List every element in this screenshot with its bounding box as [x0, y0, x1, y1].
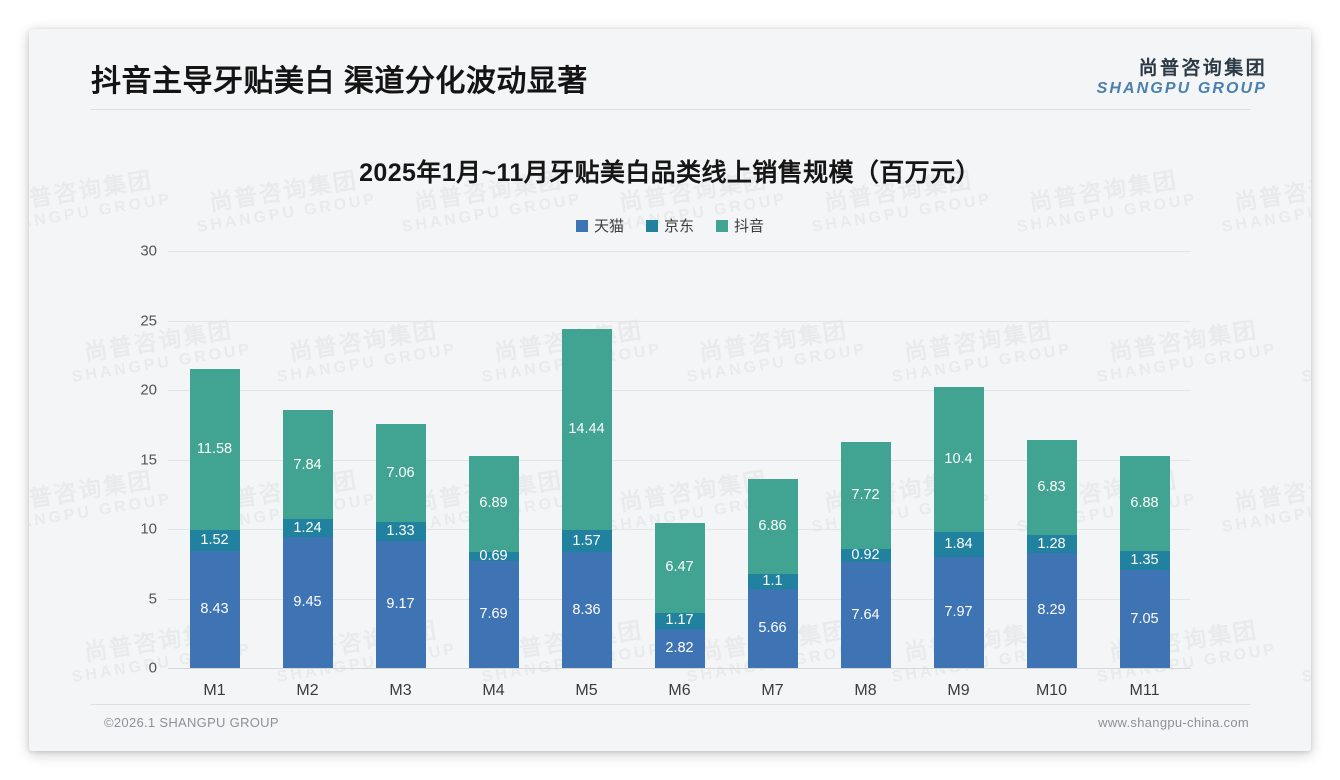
gridline [168, 251, 1191, 252]
bar-segment-京东[interactable]: 1.33 [375, 522, 426, 541]
bar-segment-抖音[interactable]: 14.44 [561, 329, 612, 530]
slide-card: 尚普咨询集团 SHANGPU GROUP 尚普咨询集团 SHANGPU GROUP 尚普… [29, 29, 1311, 751]
legend-item-抖音[interactable]: 抖音 [716, 215, 764, 236]
legend-item-天猫[interactable]: 天猫 [575, 215, 624, 236]
logo-english-text: SHANGPU GROUP [1096, 79, 1267, 97]
bar-segment-天猫[interactable]: 9.45 [282, 536, 333, 668]
x-axis-label: M5 [575, 682, 598, 699]
bar-segment-京东[interactable]: 1.57 [561, 529, 612, 552]
x-axis-label: M7 [761, 682, 784, 699]
footer-divider [91, 704, 1251, 705]
x-axis-label: M1 [203, 682, 226, 699]
bar-group[interactable]: 7.84 1.24 9.45 [282, 251, 333, 668]
bar-segment-京东[interactable]: 1.28 [1026, 535, 1077, 553]
bar-segment-天猫[interactable]: 8.29 [1026, 552, 1077, 668]
y-axis-tick-label: 0 [148, 659, 157, 677]
bar-group[interactable]: 7.72 0.92 7.64 [840, 251, 891, 668]
legend-swatch-icon [575, 219, 588, 232]
slide-header: 抖音主导牙贴美白 渠道分化波动显著 尚普咨询集团 SHANGPU GROUP [29, 29, 1311, 110]
bar-segment-天猫[interactable]: 9.17 [375, 540, 426, 668]
bar-group[interactable]: 14.44 1.57 8.36 [561, 251, 612, 668]
bar-segment-京东[interactable]: 1.52 [189, 529, 240, 551]
x-axis-labels: M1 M2 M3 M4 M5 M6 M7 M8 M9 M10 M11 [168, 668, 1191, 700]
x-axis-label: M8 [854, 682, 877, 699]
gridline [168, 320, 1191, 322]
x-axis-label: M3 [389, 682, 412, 699]
bar-segment-抖音[interactable]: 7.84 [282, 410, 333, 520]
x-axis-label: M6 [668, 682, 691, 699]
x-axis-label: M2 [296, 682, 319, 699]
x-axis-label: M4 [482, 682, 505, 699]
chart-title: 2025年1月~11月牙贴美白品类线上销售规模（百万元） [359, 159, 981, 187]
bar-segment-京东[interactable]: 1.17 [654, 612, 705, 629]
y-axis-tick-label: 15 [140, 451, 157, 468]
bar-group[interactable]: 6.89 0.69 7.69 [468, 251, 519, 668]
legend-swatch-icon [716, 219, 728, 232]
y-axis-tick-label: 30 [140, 242, 157, 260]
bar-segment-抖音[interactable]: 6.86 [747, 478, 798, 575]
bar-segment-天猫[interactable]: 7.64 [840, 561, 891, 668]
bar-group[interactable]: 10.4 1.84 7.97 [933, 251, 984, 668]
y-axis-tick-label: 10 [140, 520, 157, 538]
bar-segment-天猫[interactable]: 8.43 [189, 550, 240, 668]
bar-segment-天猫[interactable]: 7.97 [933, 557, 984, 668]
x-axis-label: M9 [947, 682, 970, 699]
bar-segment-抖音[interactable]: 6.47 [654, 522, 705, 613]
bar-segment-天猫[interactable]: 2.82 [654, 628, 705, 668]
bar-segment-抖音[interactable]: 7.72 [840, 441, 891, 550]
bar-group[interactable]: 11.58 1.52 8.43 [189, 251, 240, 668]
bar-segment-抖音[interactable]: 11.58 [189, 368, 240, 530]
bar-segment-天猫[interactable]: 8.36 [561, 551, 612, 668]
bar-group[interactable]: 6.86 1.1 5.66 [747, 251, 798, 668]
legend-label: 天猫 [593, 218, 624, 235]
bar-group[interactable]: 7.06 1.33 9.17 [375, 251, 426, 668]
legend-swatch-icon [645, 219, 658, 232]
y-axis-tick-label: 20 [140, 381, 157, 399]
bar-segment-抖音[interactable]: 10.4 [933, 387, 984, 532]
legend-label: 抖音 [734, 218, 765, 235]
bar-segment-京东[interactable]: 1.84 [933, 531, 984, 558]
y-axis-tick-label: 25 [140, 312, 157, 329]
copyright-text: ©2026.1 SHANGPU GROUP [104, 715, 279, 730]
bar-group[interactable]: 6.83 1.28 8.29 [1026, 251, 1077, 668]
logo-chinese-text: 尚普咨询集团 [1138, 58, 1267, 79]
header-divider [91, 109, 1251, 110]
x-axis-label: M10 [1035, 682, 1068, 699]
bar-segment-京东[interactable]: 0.92 [840, 548, 891, 562]
legend-item-京东[interactable]: 京东 [645, 215, 694, 236]
x-axis-label: M11 [1129, 682, 1160, 699]
bar-group[interactable]: 6.47 1.17 2.82 [654, 251, 705, 668]
website-url[interactable]: www.shangpu-china.com [1098, 715, 1249, 730]
bar-segment-京东[interactable]: 1.1 [747, 574, 798, 590]
bar-segment-抖音[interactable]: 6.88 [1119, 455, 1170, 552]
bar-group[interactable]: 6.88 1.35 7.05 [1119, 251, 1170, 668]
chart-legend: 天猫 京东 抖音 [29, 215, 1311, 236]
bar-segment-京东[interactable]: 0.69 [468, 549, 519, 563]
gridline [168, 668, 1191, 669]
bar-segment-天猫[interactable]: 7.69 [468, 561, 519, 668]
bar-segment-抖音[interactable]: 6.83 [1026, 440, 1077, 535]
gridline [168, 459, 1191, 461]
bar-segment-京东[interactable]: 1.35 [1119, 551, 1170, 571]
chart-plot-area: 0 5 10 15 20 25 30 11.58 1.52 8.43 7.84 1.24 9.45 7.… [140, 243, 1191, 699]
company-logo: 尚普咨询集团 SHANGPU GROUP [1096, 58, 1267, 97]
gridline [168, 390, 1191, 391]
bar-segment-抖音[interactable]: 7.06 [375, 423, 426, 523]
bar-segment-抖音[interactable]: 6.89 [468, 455, 519, 552]
bar-segment-京东[interactable]: 1.24 [282, 519, 333, 537]
legend-label: 京东 [663, 218, 694, 235]
page-title: 抖音主导牙贴美白 渠道分化波动显著 [91, 65, 588, 98]
y-axis-tick-label: 5 [148, 590, 157, 607]
bar-segment-天猫[interactable]: 7.05 [1119, 570, 1170, 668]
bar-segment-天猫[interactable]: 5.66 [747, 589, 798, 668]
bar-series-container: 11.58 1.52 8.43 7.84 1.24 9.45 7.06 1.33 9.17 6.8… [168, 251, 1191, 668]
